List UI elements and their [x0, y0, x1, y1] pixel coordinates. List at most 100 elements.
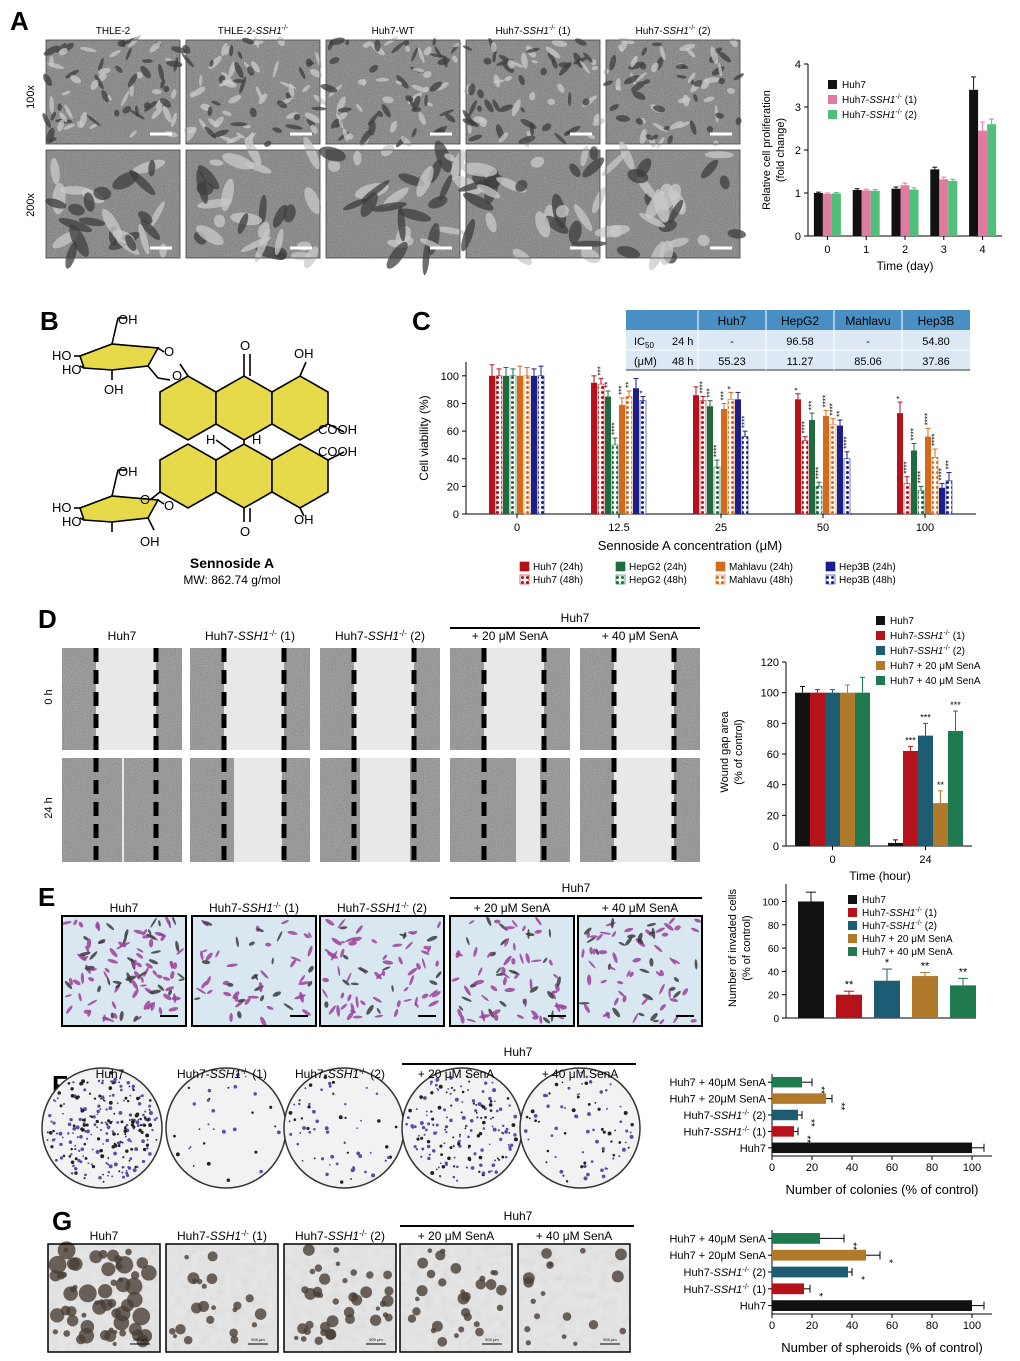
invasion-image-3-cell [437, 921, 441, 929]
micrograph-a-100x-5-frame [605, 39, 741, 145]
colony-dish-4-colony [438, 1084, 443, 1089]
invasion-image-1-cell [156, 974, 163, 979]
colony-dish-4-colony [467, 1089, 470, 1091]
colony-dish-3-colony [338, 1115, 343, 1120]
invasion-image-1-cell [143, 1000, 151, 1010]
colony-dish-2-colony [207, 1088, 212, 1093]
colony-dish-5-colony [534, 1119, 538, 1123]
row-label: Huh7 [740, 1301, 766, 1313]
micrograph-a-200x-1-cell [148, 160, 156, 177]
micrograph-a-100x-3-cell [405, 95, 414, 102]
invasion-image-2-cell [299, 974, 306, 984]
y-tick-label: 0 [453, 509, 459, 521]
bar [912, 976, 938, 1018]
colony-dish-1-colony [130, 1140, 133, 1143]
invasion-image-5-cell [661, 932, 669, 937]
micrograph-a-100x-5-cell [618, 45, 624, 53]
x-tick-label: 80 [926, 1320, 938, 1332]
spheroid-image-2-spheroid [169, 1328, 176, 1335]
spheroid-image-1-spheroid [69, 1257, 83, 1271]
micrograph-a-200x-4 [453, 145, 607, 266]
invasion-image-2-cell [215, 950, 220, 958]
invasion-image-1-cell [124, 929, 129, 938]
bar [855, 692, 870, 846]
colony-dish-3-colony [360, 1119, 363, 1122]
invasion-image-1-cell [107, 958, 119, 964]
table-cell: 85.06 [854, 356, 882, 368]
micrograph-a-100x-3-cell [411, 127, 417, 138]
colony-dish-1-colony [125, 1149, 129, 1153]
micrograph-a-100x-5-cell [701, 79, 710, 90]
bar [813, 193, 823, 236]
x-axis-label: Sennoside A concentration (μM) [598, 538, 783, 553]
micrograph-a-200x-1-cell [125, 234, 137, 252]
colony-dish-4-colony [464, 1127, 467, 1130]
micrograph-a-200x-5-cell [616, 246, 641, 259]
colony-dish-1-colony [59, 1104, 63, 1108]
significance-label: ** [937, 780, 945, 790]
invasion-image-4-cell [473, 946, 478, 957]
micrograph-a-100x-2-cell [249, 107, 257, 118]
invasion-image-1-cell [160, 935, 166, 942]
micrograph-a-100x-3-cell [357, 79, 367, 85]
bar [721, 408, 727, 514]
invasion-image-1-cell [110, 1012, 115, 1019]
colony-dish-4-colony [430, 1091, 434, 1095]
invasion-image-2 [191, 915, 317, 1027]
invasion-image-3-cell [352, 1015, 363, 1019]
invasion-image-3-cell [371, 939, 377, 944]
legend-swatch [848, 947, 857, 956]
colony-dish-1-colony [132, 1088, 135, 1092]
bar [741, 436, 749, 515]
micrograph-a-100x-1-cell [171, 89, 177, 99]
colony-dish-4-colony [447, 1087, 450, 1090]
invasion-image-3-cell [340, 948, 345, 958]
colony-dish-4-colony [413, 1125, 417, 1129]
legend-label: Huh7 [862, 895, 886, 906]
spheroid-image-4-spheroid [407, 1314, 417, 1323]
invasion-image-1-cell [127, 957, 136, 963]
colony-dish-1-colony [99, 1148, 103, 1153]
micrograph-a-200x-5-cell [658, 220, 677, 232]
colony-dish-5-colony [576, 1095, 580, 1099]
spheroid-image-3-scalebar-label: 500 μm [369, 1337, 383, 1342]
colony-dish-4-colony [482, 1120, 486, 1125]
micrograph-a-100x-5-cell [645, 134, 654, 141]
micrograph-a-100x-4-cell [462, 45, 473, 51]
micrograph-a-100x-3-cell [345, 39, 350, 46]
invasion-image-2-cell [294, 994, 306, 1000]
wound-image-0h-4-texture-left [450, 648, 484, 750]
colony-dish-3-colony [308, 1130, 312, 1134]
colony-dish-1-colony [74, 1148, 77, 1151]
invasion-image-3-cell [346, 1011, 354, 1021]
panel-g-column-label-2: Huh7-SSH1-/- (1) [177, 1228, 267, 1243]
colony-dish-4-colony [480, 1116, 483, 1119]
table-header-1: Huh7 [718, 314, 747, 328]
colony-dish-1-colony [74, 1171, 78, 1175]
colony-dish-4-colony [432, 1123, 435, 1127]
colony-dish-3-colony [315, 1119, 319, 1124]
colony-dish-4-colony [427, 1122, 431, 1126]
colony-dish-3-colony [307, 1105, 311, 1109]
micrograph-a-100x-4-cell [518, 74, 525, 86]
invasion-image-1-cell [90, 968, 97, 971]
micrograph-a-100x-5-cell [631, 81, 646, 92]
micrograph-a-200x-5-cell [727, 229, 746, 239]
wound-image-0h-2-texture-right [284, 648, 310, 750]
colony-dish-5-colony [609, 1083, 612, 1086]
micrograph-a-200x-1-cell [138, 223, 150, 255]
y-tick-label: 100 [762, 897, 779, 908]
colony-dish-4-colony [489, 1109, 493, 1112]
significance-label: *** [950, 700, 961, 710]
invasion-image-1-cell [78, 921, 84, 928]
micrograph-a-200x-3-cell [398, 208, 432, 222]
micrograph-a-200x-1-cell [138, 211, 153, 224]
micrograph-a-100x-1-cell [97, 67, 111, 75]
invasion-image-1-cell [136, 962, 142, 968]
colony-dish-1-colony [146, 1138, 149, 1141]
bar [523, 375, 531, 515]
micrograph-a-100x-1-cell [114, 109, 120, 117]
atom-oh-3: OH [118, 464, 138, 479]
micrograph-a-100x-1-cell [117, 39, 126, 47]
